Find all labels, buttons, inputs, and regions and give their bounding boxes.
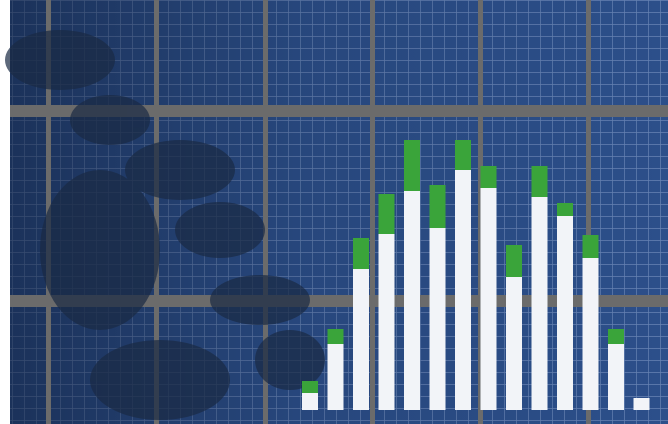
bar-segment [455, 140, 471, 170]
bar-segment [353, 269, 369, 410]
bar-segment [582, 235, 599, 258]
bar-segment [429, 185, 446, 228]
bar-segment [633, 398, 650, 410]
bar-segment [378, 234, 395, 410]
bar-segment [608, 329, 624, 344]
bar-segment [480, 166, 497, 188]
bar-segment [531, 197, 548, 410]
bar-segment [327, 329, 344, 344]
bar-segment [404, 191, 420, 410]
bar-segment [608, 344, 624, 410]
bar-segment [582, 258, 599, 410]
bar-segment [327, 344, 344, 410]
bar-segment [404, 140, 420, 191]
bar-segment [455, 170, 471, 410]
bar-segment [353, 238, 369, 269]
bar-segment [480, 188, 497, 410]
bar-segment [557, 203, 573, 216]
bar-segment [506, 277, 522, 410]
bar-segment [302, 393, 318, 410]
bar-segment [378, 194, 395, 234]
bar-segment [506, 245, 522, 277]
bar-segment [557, 216, 573, 410]
bar-segment [302, 381, 318, 393]
bar-segment [531, 166, 548, 197]
bar-segment [429, 228, 446, 410]
tree-silhouette [5, 30, 325, 420]
